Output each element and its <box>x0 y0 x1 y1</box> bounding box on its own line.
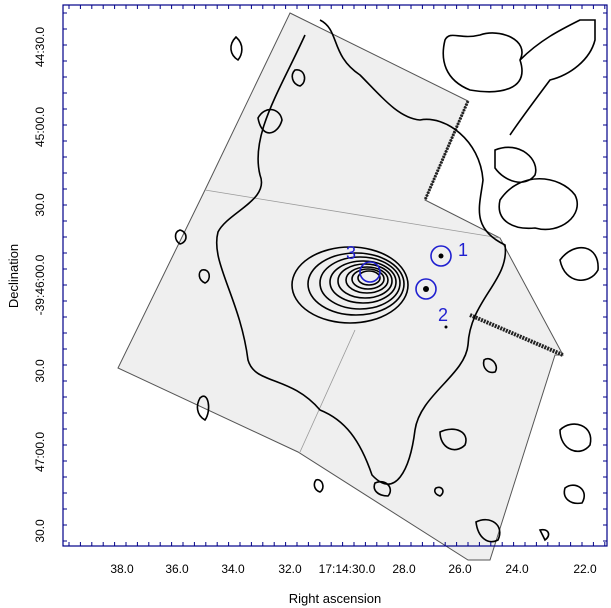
x-tick-labels: 38.0 36.0 34.0 32.0 17:14:30.0 28.0 26.0… <box>110 562 597 576</box>
x-tick-label: 32.0 <box>278 562 302 576</box>
y-tick-label: 30.0 <box>33 193 47 217</box>
contour-top-left <box>230 35 243 62</box>
plot-frame <box>62 4 608 547</box>
contour-bottom-2 <box>482 357 498 374</box>
contour-right-5 <box>509 19 596 136</box>
x-tick-label: 38.0 <box>110 562 134 576</box>
contour-left-4 <box>257 108 283 134</box>
y-tick-label: 47:00.0 <box>33 432 47 472</box>
mosaic-image <box>117 12 564 561</box>
x-axis-title: Right ascension <box>289 591 382 606</box>
central-contour-7 <box>351 268 385 290</box>
source-label-1: 1 <box>458 240 468 260</box>
central-contour-2 <box>307 252 405 316</box>
contour-right-2 <box>494 146 537 183</box>
source-label-3: 3 <box>346 243 356 263</box>
source-marker-1 <box>430 245 452 267</box>
central-contour-4 <box>329 260 397 304</box>
contour-bottom-1 <box>439 428 467 451</box>
contour-bottom-9 <box>434 486 444 497</box>
y-tick-label: 30.0 <box>33 359 47 383</box>
source-marker-2 <box>415 278 437 300</box>
contour-bottom-3 <box>559 423 592 453</box>
tick-marks <box>63 5 607 546</box>
central-contour-6 <box>345 266 389 294</box>
x-tick-label: 17:14:30.0 <box>319 562 376 576</box>
point-sources <box>423 253 448 329</box>
source-markers <box>359 245 452 300</box>
contour-right-3 <box>498 178 578 231</box>
outer-contour <box>215 19 507 485</box>
contour-lines <box>174 19 599 543</box>
contour-bottom-4 <box>563 484 585 505</box>
y-tick-label: 45:00.0 <box>33 107 47 147</box>
y-tick-label: -39:46:00.0 <box>33 254 47 315</box>
y-tick-label: 30.0 <box>33 519 47 543</box>
contour-right-4 <box>559 246 599 282</box>
x-tick-label: 22.0 <box>573 562 597 576</box>
contour-bottom-7 <box>538 528 550 542</box>
contour-mid-1 <box>291 69 306 87</box>
y-tick-labels: 30.0 47:00.0 30.0 -39:46:00.0 30.0 45:00… <box>33 27 47 543</box>
x-tick-label: 36.0 <box>165 562 189 576</box>
contour-left-2 <box>198 269 211 284</box>
contour-left-1 <box>174 229 187 245</box>
central-contour-8 <box>357 270 381 286</box>
contour-bottom-8 <box>373 480 392 497</box>
contour-bottom-5 <box>475 518 501 543</box>
y-tick-label: 44:30.0 <box>33 27 47 67</box>
central-contour-1 <box>291 246 409 324</box>
contour-bottom-6 <box>313 478 324 493</box>
x-tick-label: 26.0 <box>448 562 472 576</box>
contour-right-1 <box>442 32 523 93</box>
y-axis-title: Declination <box>6 244 21 308</box>
contour-left-3 <box>196 395 210 422</box>
central-contour-3 <box>319 256 401 310</box>
x-tick-label: 34.0 <box>221 562 245 576</box>
source-marker-3 <box>359 261 381 283</box>
x-tick-label: 28.0 <box>392 562 416 576</box>
source-label-2: 2 <box>438 305 448 325</box>
x-tick-label: 24.0 <box>505 562 529 576</box>
